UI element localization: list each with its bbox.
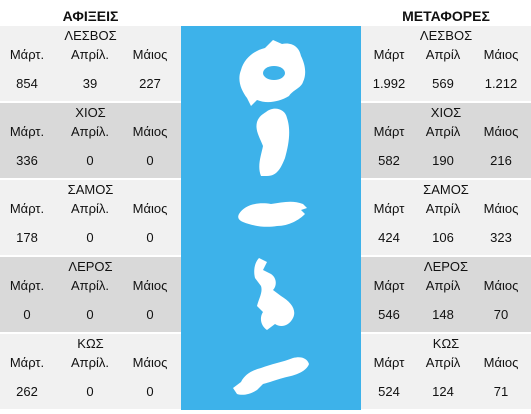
island-name: ΚΩΣ bbox=[77, 336, 104, 351]
arrivals-value: 178 bbox=[16, 230, 38, 245]
arrivals-header: ΑΦΙΞΕΙΣ bbox=[62, 8, 119, 24]
samos-island-shape bbox=[238, 201, 307, 227]
arrivals-value: 0 bbox=[146, 307, 154, 322]
lesvos-gulf bbox=[263, 66, 285, 80]
arrivals-value: 0 bbox=[23, 307, 31, 322]
month-label: Μάρτ. bbox=[9, 278, 45, 293]
islands-map-svg bbox=[233, 40, 309, 395]
transfers-block-2: ΣΑΜΟΣ Μάρτ 424 Απρίλ 106 Μάιος 323 bbox=[361, 180, 531, 255]
month-label: Απρίλ. bbox=[70, 47, 110, 62]
arrivals-value: 0 bbox=[146, 384, 154, 399]
transfers-value: 71 bbox=[493, 384, 509, 399]
transfers-block-4: ΚΩΣ Μάρτ 524 Απρίλ 124 Μάιος 71 bbox=[361, 334, 531, 409]
month-label: Απρίλ. bbox=[70, 201, 110, 216]
transfers-block-1: ΧΙΟΣ Μάρτ 582 Απρίλ 190 Μάιος 216 bbox=[361, 103, 531, 178]
leros-island-shape bbox=[254, 258, 295, 330]
transfers-value: 582 bbox=[378, 153, 400, 168]
month-label: Μάιος bbox=[132, 355, 168, 370]
arrivals-value: 854 bbox=[16, 76, 38, 91]
month-label: Απρίλ. bbox=[70, 124, 110, 139]
month-label: Μάρτ. bbox=[9, 47, 45, 62]
month-label: Μάρτ bbox=[373, 201, 405, 216]
month-label: Μάιος bbox=[483, 355, 519, 370]
transfers-header: ΜΕΤΑΦΟΡΕΣ bbox=[402, 8, 490, 24]
transfers-block-3: ΛΕΡΟΣ Μάρτ 546 Απρίλ 148 Μάιος 70 bbox=[361, 257, 531, 332]
month-label: Απρίλ bbox=[425, 201, 461, 216]
month-label: Μάρτ. bbox=[9, 124, 45, 139]
transfers-value: 106 bbox=[432, 230, 454, 245]
transfers-value: 424 bbox=[378, 230, 400, 245]
month-label: Μάρτ bbox=[373, 124, 405, 139]
transfers-value: 190 bbox=[432, 153, 454, 168]
island-name: ΧΙΟΣ bbox=[75, 105, 106, 120]
transfers-value: 70 bbox=[493, 307, 509, 322]
month-label: Απρίλ. bbox=[70, 355, 110, 370]
island-name: ΚΩΣ bbox=[432, 336, 460, 351]
arrivals-value: 0 bbox=[146, 230, 154, 245]
island-name: ΛΕΣΒΟΣ bbox=[419, 28, 473, 43]
arrivals-value: 227 bbox=[139, 76, 161, 91]
arrivals-value: 39 bbox=[82, 76, 98, 91]
month-label: Μάιος bbox=[483, 124, 519, 139]
islands-map bbox=[181, 26, 361, 410]
month-label: Απρίλ. bbox=[70, 278, 110, 293]
month-label: Μάρτ bbox=[373, 47, 405, 62]
transfers-value: 148 bbox=[432, 307, 454, 322]
island-name: ΛΕΣΒΟΣ bbox=[64, 28, 117, 43]
month-label: Μάιος bbox=[483, 47, 519, 62]
island-name: ΣΑΜΟΣ bbox=[67, 182, 114, 197]
month-label: Μάρτ. bbox=[9, 355, 45, 370]
arrivals-block-3: ΛΕΡΟΣ Μάρτ. 0 Απρίλ. 0 Μάιος 0 bbox=[0, 257, 181, 332]
island-name: ΣΑΜΟΣ bbox=[423, 182, 469, 197]
transfers-value: 524 bbox=[378, 384, 400, 399]
island-name: ΧΙΟΣ bbox=[430, 105, 462, 120]
transfers-value: 323 bbox=[490, 230, 512, 245]
month-label: Μάιος bbox=[132, 201, 168, 216]
transfers-value: 546 bbox=[378, 307, 400, 322]
transfers-value: 569 bbox=[432, 76, 454, 91]
island-name: ΛΕΡΟΣ bbox=[423, 259, 469, 274]
transfers-block-0: ΛΕΣΒΟΣ Μάρτ 1.992 Απρίλ 569 Μάιος 1.212 bbox=[361, 26, 531, 101]
month-label: Απρίλ bbox=[425, 124, 461, 139]
month-label: Μάιος bbox=[132, 124, 168, 139]
month-label: Μάιος bbox=[483, 201, 519, 216]
transfers-value: 1.992 bbox=[372, 76, 406, 91]
arrivals-block-1: ΧΙΟΣ Μάρτ. 336 Απρίλ. 0 Μάιος 0 bbox=[0, 103, 181, 178]
arrivals-block-2: ΣΑΜΟΣ Μάρτ. 178 Απρίλ. 0 Μάιος 0 bbox=[0, 180, 181, 255]
arrivals-block-0: ΛΕΣΒΟΣ Μάρτ. 854 Απρίλ. 39 Μάιος 227 bbox=[0, 26, 181, 101]
month-label: Μάιος bbox=[483, 278, 519, 293]
transfers-value: 216 bbox=[490, 153, 512, 168]
arrivals-block-4: ΚΩΣ Μάρτ. 262 Απρίλ. 0 Μάιος 0 bbox=[0, 334, 181, 409]
transfers-value: 1.212 bbox=[484, 76, 518, 91]
transfers-value: 124 bbox=[432, 384, 454, 399]
month-label: Μάρτ. bbox=[9, 201, 45, 216]
island-name: ΛΕΡΟΣ bbox=[68, 259, 113, 274]
arrivals-value: 0 bbox=[86, 230, 94, 245]
month-label: Μάρτ bbox=[373, 355, 405, 370]
month-label: Μάιος bbox=[132, 278, 168, 293]
month-label: Απρίλ bbox=[425, 47, 461, 62]
arrivals-value: 336 bbox=[16, 153, 38, 168]
month-label: Μάρτ bbox=[373, 278, 405, 293]
arrivals-value: 0 bbox=[146, 153, 154, 168]
arrivals-value: 0 bbox=[86, 153, 94, 168]
month-label: Μάιος bbox=[132, 47, 168, 62]
chios-island-shape bbox=[256, 108, 290, 176]
arrivals-value: 0 bbox=[86, 307, 94, 322]
month-label: Απρίλ bbox=[425, 355, 461, 370]
kos-island-shape bbox=[233, 357, 309, 395]
arrivals-value: 262 bbox=[16, 384, 38, 399]
month-label: Απρίλ bbox=[425, 278, 461, 293]
arrivals-value: 0 bbox=[86, 384, 94, 399]
